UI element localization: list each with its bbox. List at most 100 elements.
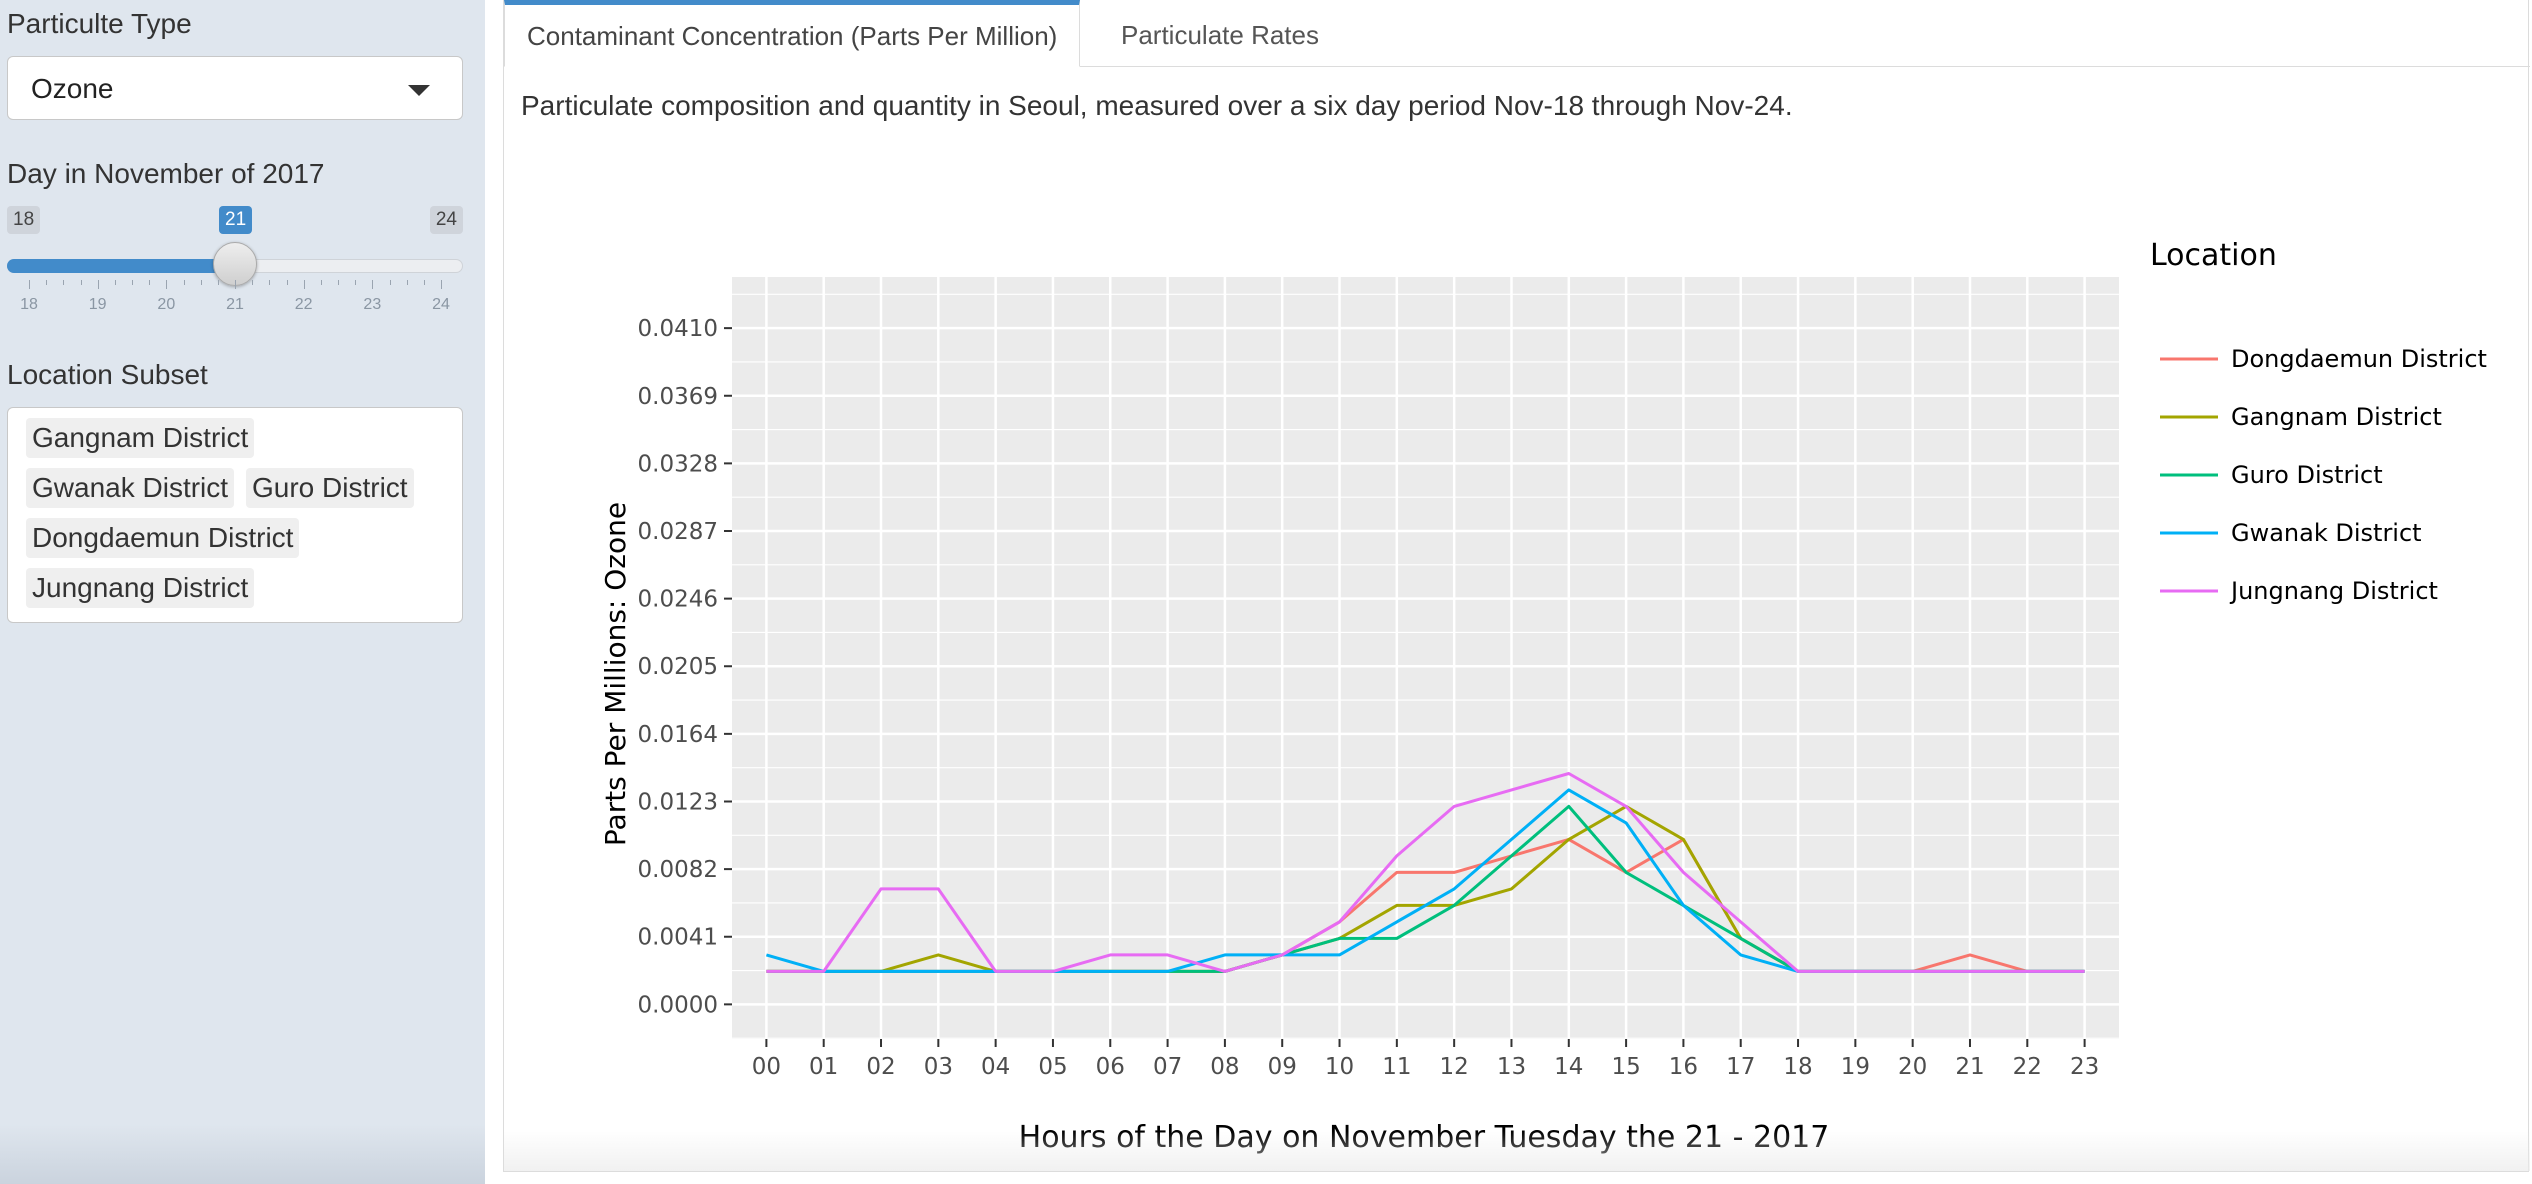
x-tick-label: 13 <box>1497 1054 1526 1080</box>
slider-tick-label: 24 <box>432 296 450 313</box>
y-tick-label: 0.0164 <box>638 722 718 748</box>
x-tick-label: 06 <box>1096 1054 1125 1080</box>
slider-tick <box>286 280 288 285</box>
x-tick-label: 22 <box>2013 1054 2042 1080</box>
x-tick-label: 08 <box>1210 1054 1239 1080</box>
particulate-type-select[interactable]: Ozone <box>7 56 463 120</box>
x-tick-label: 05 <box>1038 1054 1067 1080</box>
x-tick-label: 18 <box>1783 1054 1812 1080</box>
legend-label: Jungnang District <box>2229 577 2438 605</box>
x-tick-label: 02 <box>866 1054 895 1080</box>
plot-panel <box>732 277 2119 1039</box>
x-tick-label: 07 <box>1153 1054 1182 1080</box>
slider-tick <box>80 280 82 285</box>
slider-fill <box>7 259 235 273</box>
x-tick-label: 12 <box>1440 1054 1469 1080</box>
slider-tick <box>200 280 202 285</box>
slider-tick <box>441 280 442 289</box>
particulate-type-value: Ozone <box>31 73 114 104</box>
slider-tick-label: 22 <box>294 296 313 313</box>
x-tick-label: 21 <box>1955 1054 1984 1080</box>
legend: Dongdaemun District Gangnam District Guro … <box>2160 345 2487 605</box>
slider-tick <box>252 280 254 285</box>
chip-gangnam[interactable]: Gangnam District <box>26 418 255 458</box>
main-panel: Contaminant Concentration (Parts Per Mil… <box>503 0 2530 1172</box>
x-tick-label: 01 <box>809 1054 838 1080</box>
slider-tick <box>372 280 374 289</box>
x-tick-label: 09 <box>1268 1054 1297 1080</box>
y-tick-label: 0.0410 <box>638 316 718 342</box>
location-subset-input[interactable]: Gangnam District Gwanak District Guro Di… <box>7 407 463 623</box>
slider-tick-label: 18 <box>20 296 38 313</box>
legend-label: Gangnam District <box>2231 403 2442 431</box>
chevron-down-icon <box>408 85 430 96</box>
y-tick-label: 0.0246 <box>638 587 718 613</box>
grid-lines <box>732 277 2119 1039</box>
x-tick-label: 19 <box>1841 1054 1870 1080</box>
chip-gwanak[interactable]: Gwanak District <box>26 468 235 508</box>
slider-tick <box>114 280 116 285</box>
slider-tick <box>132 280 133 285</box>
series-line <box>766 772 2085 973</box>
slider-min-label: 18 <box>7 206 41 234</box>
x-tick-label: 03 <box>924 1054 953 1080</box>
slider-tick-label: 20 <box>157 296 176 313</box>
slider-tick <box>97 280 99 289</box>
slider-tick <box>217 280 219 285</box>
slider-tick-label: 19 <box>88 296 107 313</box>
x-axis: 00 01 02 03 04 05 06 07 08 09 10 11 12 13 14 15 16 17 18 19… <box>752 1039 2099 1080</box>
particulate-type-label: Particulte Type <box>7 8 192 39</box>
slider-handle[interactable] <box>213 242 257 286</box>
slider-tick <box>338 280 339 285</box>
tab-concentration[interactable]: Contaminant Concentration (Parts Per Mil… <box>504 0 1081 67</box>
slider-tick <box>355 280 357 285</box>
y-tick-label: 0.0123 <box>638 789 718 815</box>
ozone-line-chart: 0.0000 0.0041 0.0082 0.0123 0.0164 0.0205 0.02… <box>599 238 2487 1155</box>
chip-guro[interactable]: Guro District <box>246 468 414 508</box>
x-tick-label: 10 <box>1325 1054 1354 1080</box>
y-axis: 0.0000 0.0041 0.0082 0.0123 0.0164 0.0205 0.02… <box>638 316 732 1018</box>
slider-tick <box>389 280 391 285</box>
series-lines <box>765 772 2085 973</box>
x-tick-label: 00 <box>752 1054 781 1080</box>
y-tick-label: 0.0041 <box>638 925 718 951</box>
slider-tick-label: 21 <box>226 296 244 313</box>
day-slider[interactable]: 18 24 21 18 19 20 21 22 23 24 <box>7 200 463 320</box>
x-tick-label: 20 <box>1898 1054 1927 1080</box>
x-tick-label: 23 <box>2070 1054 2099 1080</box>
y-axis-title: Parts Per Millions: Ozone <box>599 502 632 846</box>
slider-tick <box>303 280 305 289</box>
tab-particulate-rates[interactable]: Particulate Rates <box>1121 20 1319 50</box>
x-tick-label: 15 <box>1611 1054 1640 1080</box>
description-text: Particulate composition and quantity in … <box>521 90 1793 121</box>
slider-tick <box>235 280 236 289</box>
slider-tick <box>166 280 168 289</box>
slider-current-label: 21 <box>219 206 253 234</box>
sidebar-shadow <box>0 1124 485 1184</box>
x-tick-label: 11 <box>1382 1054 1411 1080</box>
slider-tick <box>183 280 185 285</box>
slider-tick <box>149 280 151 285</box>
tab-bar: Contaminant Concentration (Parts Per Mil… <box>504 0 2530 67</box>
legend-label: Guro District <box>2231 461 2383 489</box>
x-tick-label: 14 <box>1554 1054 1583 1080</box>
x-tick-label: 04 <box>981 1054 1010 1080</box>
chip-dongdaemun[interactable]: Dongdaemun District <box>26 518 300 558</box>
x-tick-label: 17 <box>1726 1054 1755 1080</box>
slider-tick <box>423 280 425 285</box>
legend-label: Dongdaemun District <box>2231 345 2487 373</box>
location-subset-label: Location Subset <box>7 359 208 390</box>
slider-tick <box>406 280 408 285</box>
bottom-shade <box>504 1131 2530 1171</box>
y-tick-label: 0.0000 <box>638 992 718 1018</box>
slider-max-label: 24 <box>429 206 463 234</box>
y-tick-label: 0.0287 <box>638 519 718 545</box>
y-tick-label: 0.0082 <box>638 857 718 883</box>
slider-tick-label: 23 <box>363 296 382 313</box>
y-tick-label: 0.0205 <box>638 654 718 680</box>
chip-jungnang[interactable]: Jungnang District <box>26 568 255 608</box>
x-tick-label: 16 <box>1669 1054 1698 1080</box>
sidebar: Particulte Type Ozone Day in November of… <box>0 0 485 1184</box>
slider-tick <box>269 280 271 285</box>
legend-label: Gwanak District <box>2231 519 2422 547</box>
